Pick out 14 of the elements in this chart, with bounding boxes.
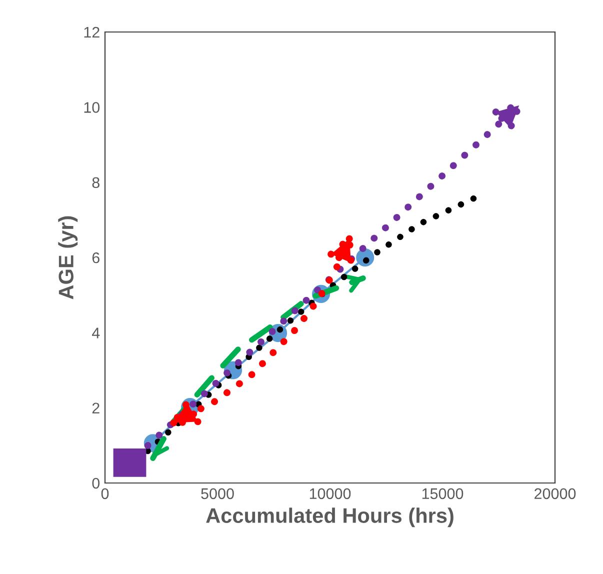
y-tick-label: 0 <box>92 478 100 489</box>
y-axis-title: AGE (yr) <box>58 216 78 300</box>
y-tick-label: 10 <box>84 102 100 113</box>
y-tick-label: 2 <box>92 402 100 414</box>
x-axis-title: Accumulated Hours (hrs) <box>206 508 454 528</box>
y-tick-label: 6 <box>92 252 100 264</box>
x-tick-label: 20000 <box>534 488 576 500</box>
y-tick-label: 8 <box>92 177 100 188</box>
y-tick-label: 12 <box>84 26 100 38</box>
x-tick-label: 5000 <box>201 488 234 500</box>
y-tick-label: 4 <box>92 328 100 338</box>
x-tick-label: 0 <box>101 488 109 500</box>
x-tick-label: 10000 <box>310 488 351 500</box>
x-tick-label: 15000 <box>422 488 464 500</box>
